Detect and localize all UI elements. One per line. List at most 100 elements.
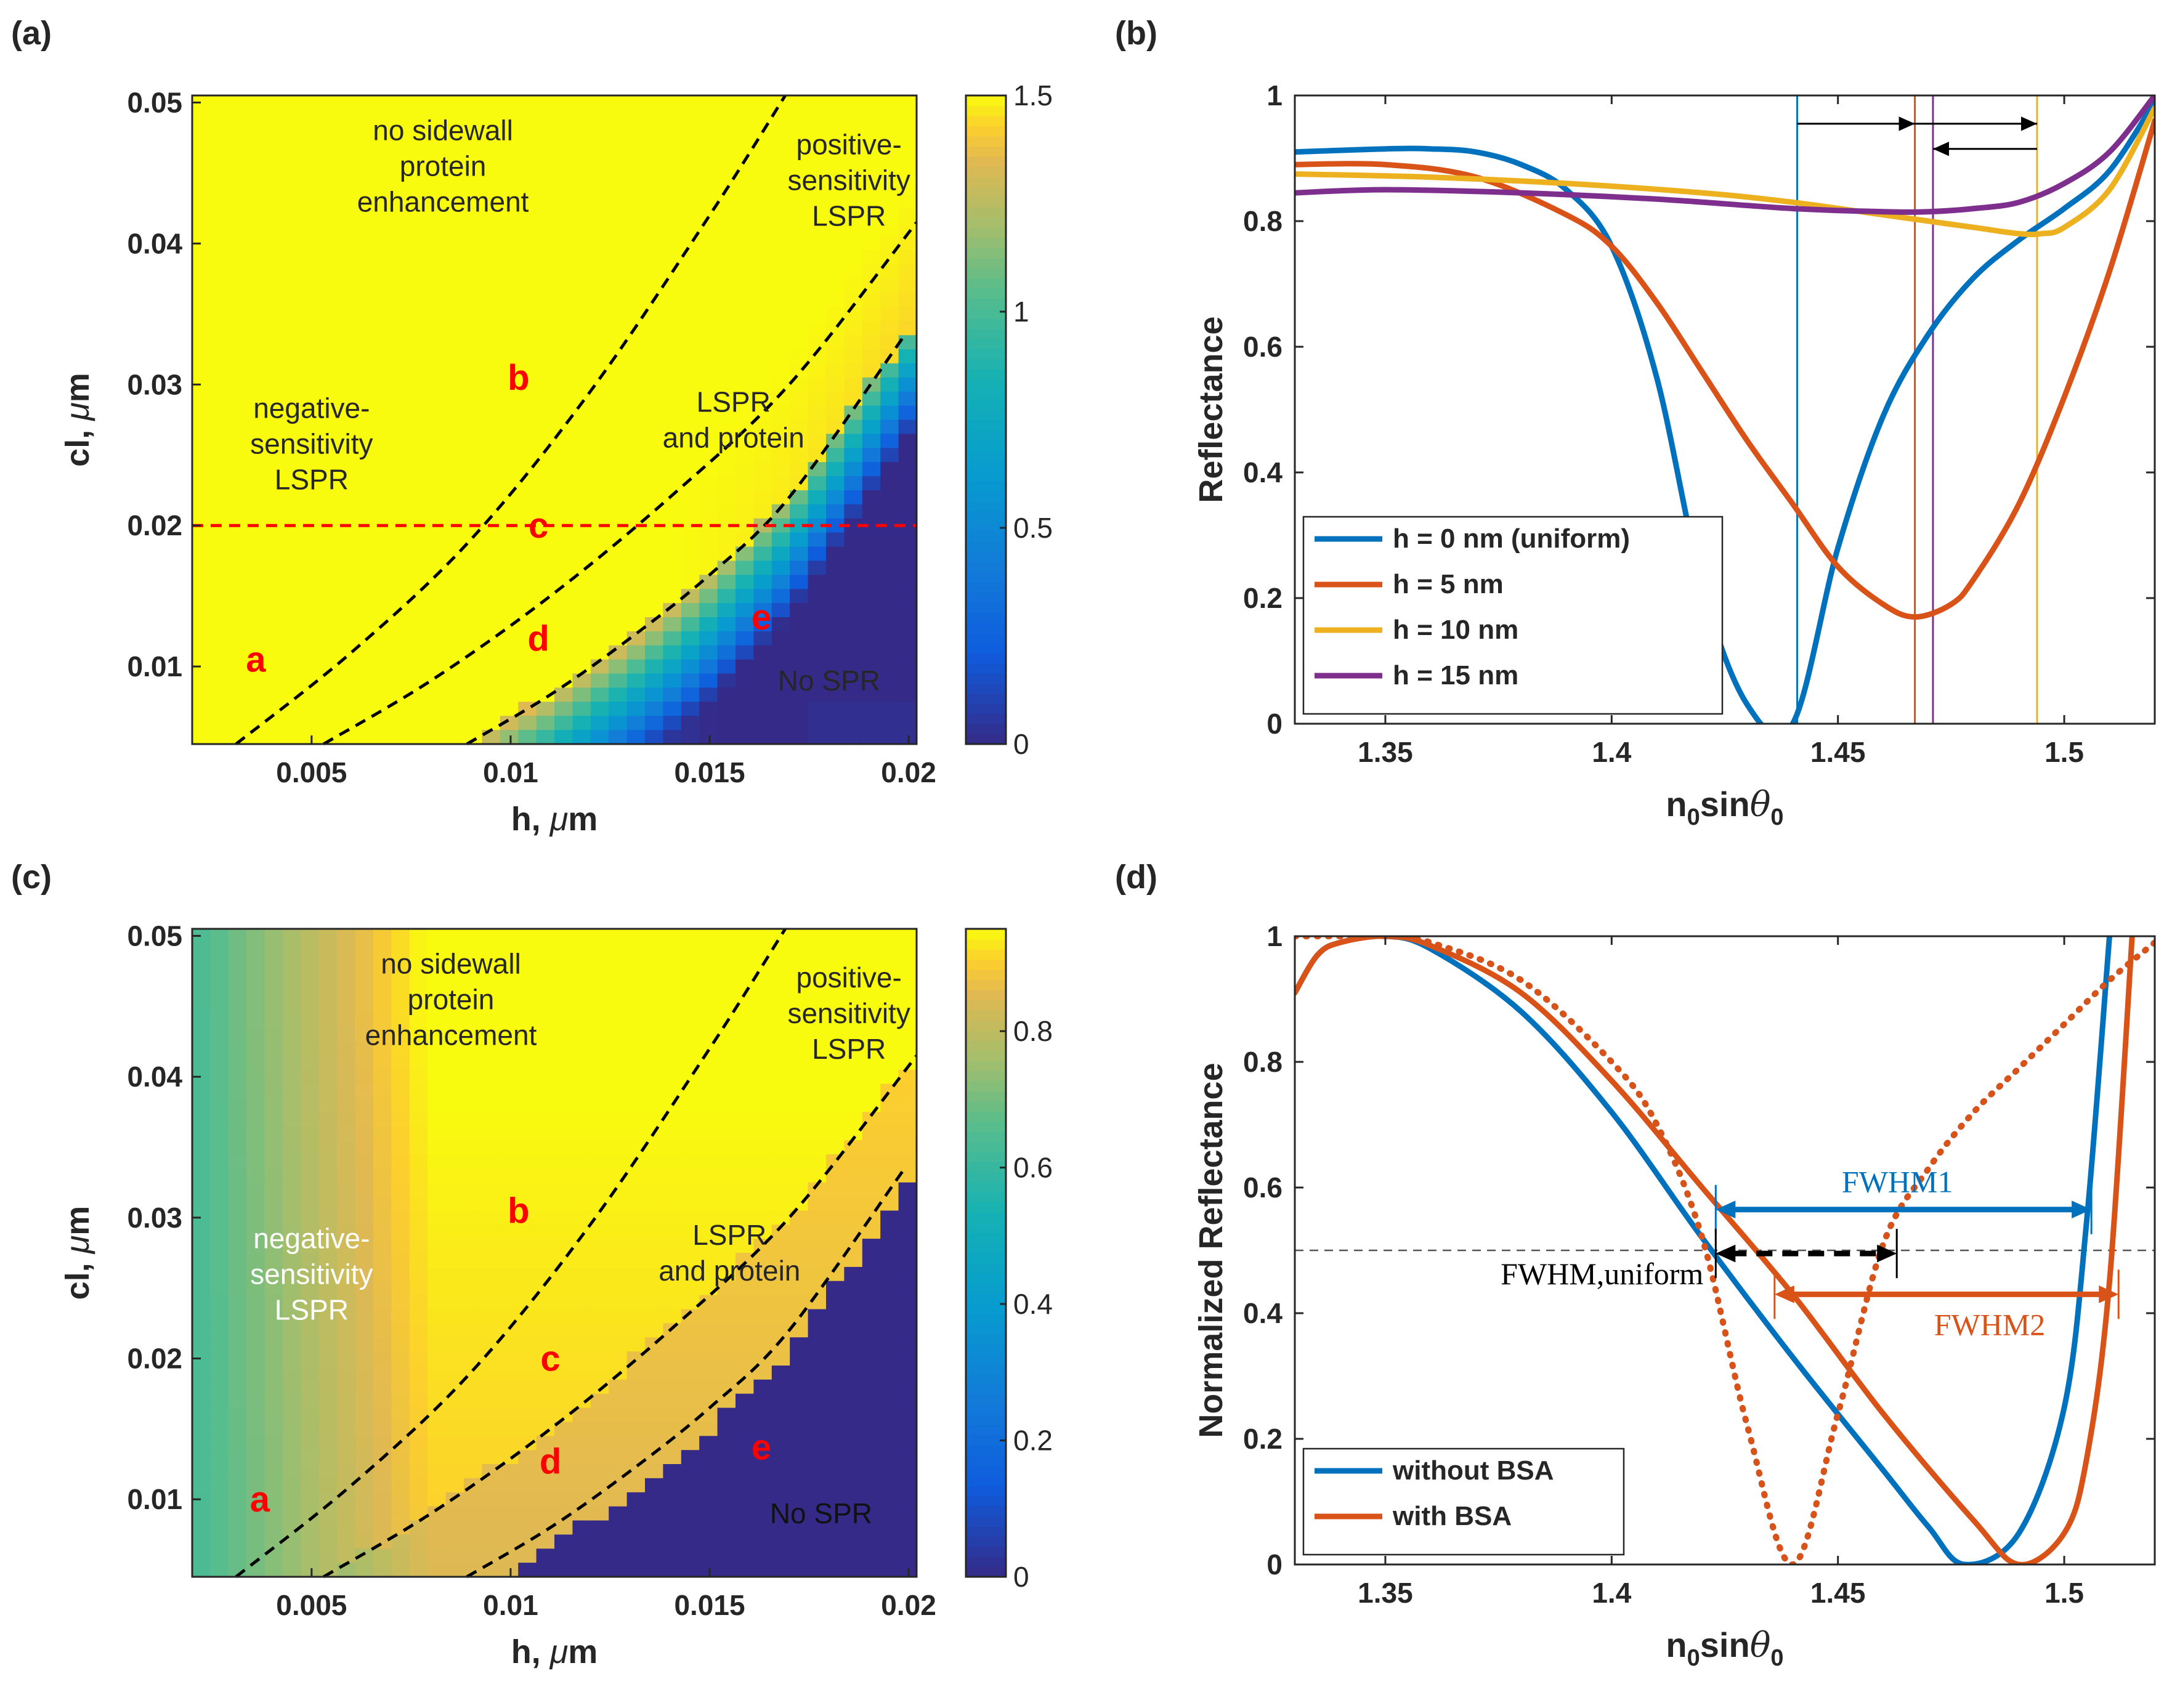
heatmap-cell — [373, 95, 392, 110]
heatmap-cell — [753, 999, 772, 1014]
heatmap-cell — [862, 1266, 881, 1282]
heatmap-cell — [355, 419, 374, 435]
heatmap-cell — [790, 1266, 809, 1282]
heatmap-cell — [862, 659, 881, 674]
heatmap-cell — [699, 1112, 718, 1127]
heatmap-cell — [391, 942, 410, 958]
heatmap-cell — [790, 307, 809, 322]
heatmap-cell — [808, 377, 827, 392]
heatmap-cell — [428, 942, 447, 958]
heatmap-cell — [428, 702, 447, 716]
heatmap-cell — [445, 1422, 464, 1437]
heatmap-cell — [844, 929, 863, 944]
heatmap-cell — [482, 1422, 501, 1437]
heatmap-cell — [518, 985, 537, 1000]
heatmap-cell — [681, 504, 700, 519]
heatmap-cell — [409, 405, 428, 421]
heatmap-cell — [283, 95, 302, 110]
heatmap-cell — [898, 1407, 917, 1423]
heatmap-cell — [717, 589, 736, 604]
heatmap-cell — [264, 687, 283, 703]
heatmap-cell — [645, 575, 664, 589]
heatmap-cell — [862, 1366, 881, 1380]
heatmap-cell — [337, 631, 356, 646]
heatmap-cell — [808, 971, 827, 986]
heatmap-cell — [771, 1323, 790, 1338]
heatmap-cell — [500, 95, 519, 110]
heatmap-cell — [826, 1239, 845, 1253]
heatmap-cell — [681, 673, 700, 689]
heatmap-cell — [735, 603, 755, 618]
heatmap-cell — [192, 293, 211, 308]
heatmap-cell — [790, 1281, 809, 1296]
colorbar-swatch — [966, 1060, 1006, 1071]
heatmap-cell — [246, 321, 265, 336]
heatmap-cell — [337, 448, 356, 463]
heatmap-cell — [844, 1098, 863, 1113]
heatmap-cell — [355, 1506, 374, 1521]
heatmap-cell — [681, 1168, 700, 1183]
heatmap-cell — [518, 575, 537, 589]
series-line-1 — [1295, 99, 2155, 724]
heatmap-cell — [500, 1520, 519, 1536]
heatmap-cell — [337, 222, 356, 237]
heatmap-cell — [318, 1182, 338, 1197]
heatmap-cell — [862, 293, 881, 308]
heatmap-cell — [844, 546, 863, 562]
heatmap-cell — [717, 405, 736, 421]
heatmap-cell — [572, 1492, 591, 1507]
heatmap-cell — [862, 208, 881, 223]
heatmap-cell — [373, 363, 392, 378]
heatmap-cell — [554, 985, 573, 1000]
heatmap-cell — [428, 208, 447, 223]
heatmap-cell — [844, 1393, 863, 1409]
heatmap-cell — [572, 236, 591, 251]
heatmap-cell — [482, 278, 501, 294]
heatmap-cell — [717, 1309, 736, 1324]
heatmap-cell — [808, 208, 827, 223]
heatmap-cell — [626, 462, 646, 477]
heatmap-cell — [898, 1168, 917, 1183]
heatmap-cell — [228, 1309, 247, 1324]
heatmap-cell — [844, 166, 863, 181]
heatmap-cell — [391, 673, 410, 689]
heatmap-cell — [735, 942, 755, 958]
heatmap-cell — [283, 490, 302, 505]
heatmap-cell — [264, 1351, 283, 1366]
heatmap-cell — [808, 1266, 827, 1282]
heatmap-cell — [192, 1323, 211, 1338]
heatmap-cell — [699, 1492, 718, 1507]
heatmap-cell — [609, 1126, 628, 1141]
heatmap-cell — [536, 166, 555, 181]
heatmap-cell — [301, 546, 320, 562]
heatmap-cell — [663, 1154, 682, 1169]
y-tick-label: 0.2 — [1243, 582, 1283, 614]
heatmap-cell — [391, 1182, 410, 1197]
heatmap-cell — [645, 434, 664, 449]
heatmap-cell — [337, 617, 356, 632]
heatmap-cell — [373, 999, 392, 1014]
heatmap-cell — [790, 419, 809, 435]
heatmap-cell — [192, 1534, 211, 1550]
heatmap-cell — [663, 1210, 682, 1226]
heatmap-cell — [536, 942, 555, 958]
heatmap-cell — [717, 321, 736, 336]
heatmap-cell — [645, 1422, 664, 1437]
heatmap-cell — [862, 929, 881, 944]
heatmap-cell — [373, 942, 392, 958]
heatmap-cell — [318, 659, 338, 674]
heatmap-cell — [826, 1323, 845, 1338]
region-annotation: LSPR — [275, 463, 349, 495]
heatmap-cell — [355, 1083, 374, 1099]
heatmap-cell — [645, 405, 664, 421]
heatmap-cell — [554, 166, 573, 181]
heatmap-cell — [210, 236, 229, 251]
heatmap-cell — [264, 673, 283, 689]
heatmap-cell — [572, 1295, 591, 1310]
heatmap-cell — [228, 716, 247, 731]
heatmap-cell — [626, 1055, 646, 1071]
y-tick-label: 0.6 — [1243, 1172, 1283, 1204]
heatmap-cell — [862, 702, 881, 716]
heatmap-cell — [626, 405, 646, 421]
heatmap-cell — [355, 1492, 374, 1507]
